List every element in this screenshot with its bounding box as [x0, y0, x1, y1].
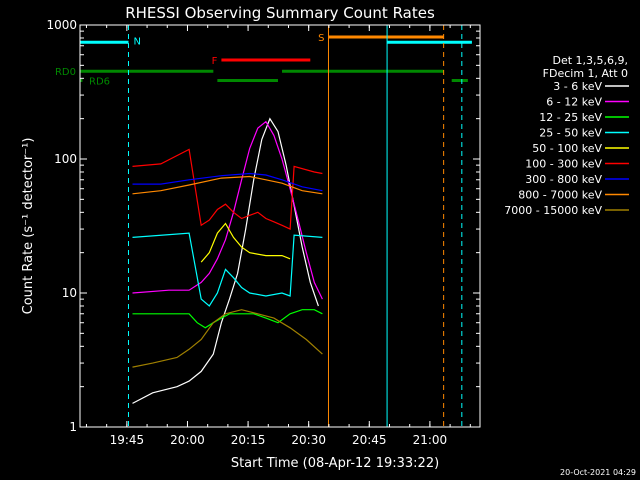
series-line-7 — [132, 172, 323, 192]
legend-entry-9: 7000 - 15000 keV — [504, 204, 602, 217]
chart-title: RHESSI Observing Summary Count Rates — [125, 4, 435, 22]
legend-entry-3: 12 - 25 keV — [539, 111, 602, 124]
status-label-f: F — [212, 56, 218, 67]
x-tick-label-5: 20:45 — [352, 433, 387, 447]
legend-header-2: FDecim 1, Att 0 — [543, 67, 628, 80]
legend-entry-2: 6 - 12 keV — [546, 96, 602, 109]
series-lines — [132, 117, 323, 404]
footer-timestamp: 20-Oct-2021 04:29 — [560, 468, 636, 477]
x-tick-label-4: 20:30 — [291, 433, 326, 447]
series-line-4 — [132, 232, 323, 307]
x-axis-label: Start Time (08-Apr-12 19:33:22) — [231, 456, 439, 471]
y-tick-label-3: 100 — [54, 152, 77, 166]
series-line-2 — [132, 120, 323, 300]
legend-entry-7: 300 - 800 keV — [525, 173, 602, 186]
series-line-6 — [132, 148, 323, 231]
legend-entry-5: 50 - 100 keV — [532, 142, 602, 155]
y-tick-label-1: 1 — [69, 420, 77, 434]
axes: 19:45 20:00 20:15 20:30 20:45 21:00 1 10 100 1000 — [46, 18, 480, 447]
series-line-9 — [132, 309, 323, 368]
legend-entry-1: 3 - 6 keV — [553, 80, 602, 93]
x-tick-label-1: 19:45 — [110, 433, 145, 447]
legend-entry-4: 25 - 50 keV — [539, 127, 602, 140]
status-label-rd6: RD6 — [89, 76, 110, 87]
y-tick-label-2: 10 — [62, 286, 77, 300]
series-line-3 — [132, 309, 323, 329]
series-line-8 — [132, 175, 323, 195]
series-line-5 — [200, 222, 291, 263]
status-bars: N S F RD0 RD6 — [55, 33, 472, 87]
series-line-1 — [132, 117, 319, 404]
x-tick-label-3: 20:15 — [231, 433, 266, 447]
x-tick-label-6: 21:00 — [413, 433, 448, 447]
plot-frame — [79, 24, 481, 428]
legend: Det 1,3,5,6,9,FDecim 1, Att 03 - 6 keV 6 … — [504, 54, 629, 217]
status-label-s: S — [318, 33, 324, 44]
legend-entry-8: 800 - 7000 keV — [518, 189, 602, 202]
legend-entry-6: 100 - 300 keV — [525, 158, 602, 171]
y-tick-label-4: 1000 — [46, 18, 77, 32]
status-label-rd0: RD0 — [55, 67, 76, 78]
x-tick-label-2: 20:00 — [170, 433, 205, 447]
legend-header-1: Det 1,3,5,6,9, — [552, 54, 628, 67]
y-axis-label: Count Rate (s⁻¹ detector⁻¹) — [21, 138, 36, 315]
status-label-n: N — [133, 36, 140, 47]
